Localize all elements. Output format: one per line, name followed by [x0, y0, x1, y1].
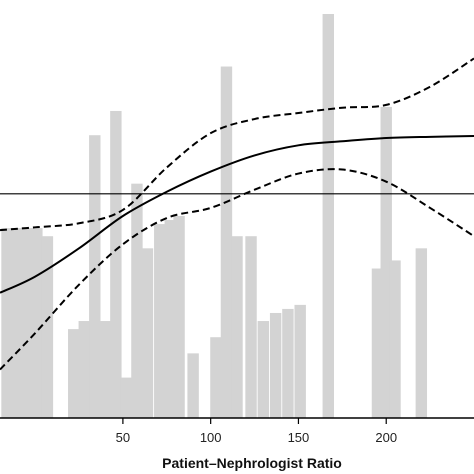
histogram-bar: [187, 353, 199, 418]
histogram-bar: [164, 220, 176, 418]
confidence-band-line: [0, 168, 474, 371]
x-axis-title: Patient–Nephrologist Ratio: [162, 455, 342, 471]
histogram-bar: [380, 106, 392, 419]
histogram-bar: [89, 135, 101, 418]
histogram-bar: [282, 308, 294, 418]
x-tick-label: 150: [288, 430, 310, 445]
histogram-bar: [220, 66, 233, 419]
histogram-bar: [11, 228, 24, 418]
histogram-bar: [371, 268, 384, 418]
histogram-bar: [173, 216, 185, 418]
estimate-line: [0, 135, 474, 294]
histogram-bar: [322, 14, 334, 418]
histogram-bar: [389, 260, 401, 418]
x-tick-label: 100: [200, 430, 222, 445]
confidence-band-line: [0, 57, 474, 232]
histogram-bar: [210, 337, 222, 418]
histogram-bar: [231, 236, 243, 418]
histogram-bar: [141, 248, 154, 418]
x-axis-ticks: 50 100 150 200: [116, 418, 397, 445]
histogram-bar: [415, 248, 428, 418]
spline-curves: [0, 57, 474, 371]
histogram-bar: [269, 312, 282, 418]
histogram-bar: [41, 236, 54, 418]
histogram-bar: [110, 110, 122, 419]
histogram-bar: [154, 224, 166, 418]
histogram-bar: [68, 329, 80, 418]
histogram-bar: [245, 236, 257, 418]
histogram-bar: [1, 228, 13, 418]
histogram-bar: [22, 228, 34, 418]
histogram-bar: [31, 228, 43, 418]
histogram-bar: [99, 321, 112, 418]
histogram-bars: [1, 14, 428, 419]
histogram-bar: [257, 321, 270, 418]
x-tick-label: 200: [375, 430, 397, 445]
histogram-bar: [294, 304, 306, 418]
histogram-bar: [78, 321, 90, 418]
histogram-bar: [120, 377, 133, 418]
x-tick-label: 50: [116, 430, 130, 445]
histogram-bar: [131, 183, 143, 418]
